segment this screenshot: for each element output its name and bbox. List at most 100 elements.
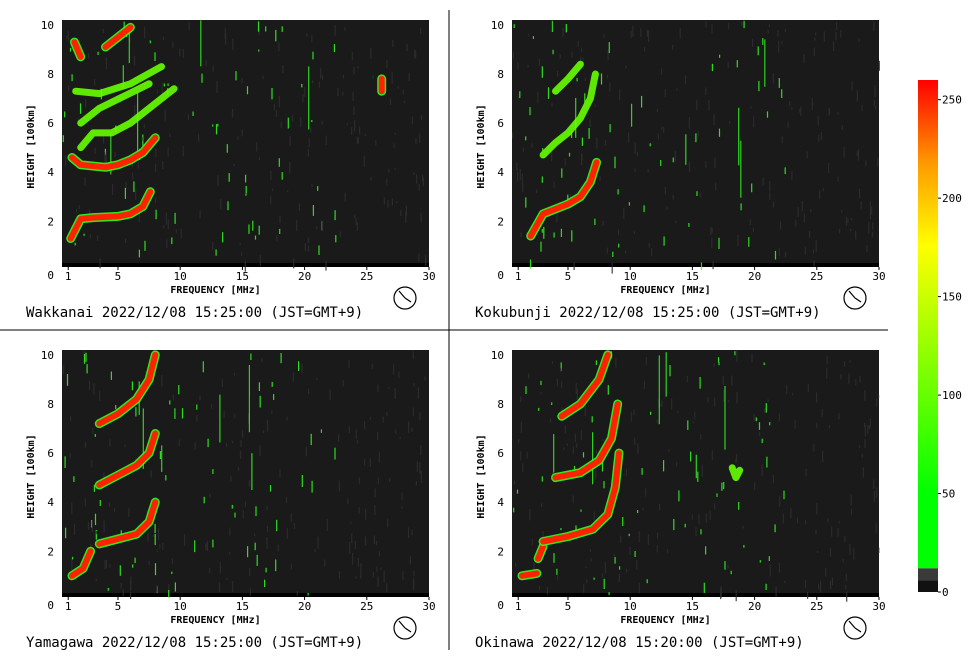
noise-mark <box>663 460 665 472</box>
noise-mark <box>849 229 852 232</box>
noise-mark <box>232 38 234 50</box>
noise-mark <box>148 561 150 566</box>
noise-mark <box>401 506 403 509</box>
noise-mark <box>286 527 288 539</box>
colorbar-green-band <box>918 493 938 569</box>
noise-mark <box>667 549 669 554</box>
noise-mark <box>405 206 407 216</box>
noise-mark <box>262 75 264 79</box>
noise-mark <box>418 253 420 262</box>
noise-mark <box>155 148 157 157</box>
noise-mark <box>643 205 645 213</box>
noise-mark <box>358 507 360 514</box>
x-tick-label: 30 <box>422 600 435 613</box>
noise-mark <box>590 558 592 562</box>
noise-mark <box>419 412 421 421</box>
noise-mark <box>156 90 159 94</box>
noise-mark <box>84 176 86 186</box>
noise-mark <box>816 422 818 429</box>
noise-mark <box>515 562 517 567</box>
noise-mark <box>705 87 707 95</box>
noise-mark <box>598 74 600 80</box>
echo-trace <box>69 548 94 579</box>
x-tick-label: 25 <box>360 270 373 283</box>
noise-mark <box>651 248 653 257</box>
noise-mark <box>376 566 378 572</box>
noise-mark <box>172 42 174 48</box>
noise-mark <box>65 527 67 539</box>
noise-mark <box>604 140 607 146</box>
noise-mark <box>827 518 829 523</box>
noise-mark <box>360 570 362 579</box>
noise-mark <box>159 451 161 459</box>
x-tick-label: 10 <box>624 600 637 613</box>
noise-mark <box>577 40 579 47</box>
noise-mark <box>212 539 214 548</box>
noise-mark <box>308 138 310 148</box>
noise-mark <box>828 107 831 115</box>
noise-mark <box>634 551 636 557</box>
noise-mark <box>351 533 353 544</box>
noise-mark <box>413 578 415 587</box>
noise-mark <box>758 422 761 430</box>
noise-mark <box>273 104 275 111</box>
noise-mark <box>678 490 680 502</box>
noise-mark <box>344 27 346 31</box>
noise-mark <box>811 98 813 110</box>
noise-mark <box>833 41 835 52</box>
noise-mark <box>165 212 167 225</box>
noise-mark <box>212 242 214 251</box>
noise-mark <box>829 580 832 590</box>
noise-mark <box>231 108 234 118</box>
noise-mark <box>550 20 552 32</box>
noise-mark <box>168 584 170 592</box>
noise-mark <box>156 549 158 553</box>
noise-mark <box>751 353 753 363</box>
x-tick-label: 25 <box>810 600 823 613</box>
noise-mark <box>333 44 335 53</box>
noise-mark <box>572 446 574 454</box>
noise-mark <box>856 151 858 156</box>
noise-mark <box>553 232 555 238</box>
noise-mark <box>300 117 302 127</box>
noise-mark <box>789 101 791 106</box>
noise-mark <box>419 462 421 474</box>
y-tick-label: 2 <box>497 545 504 558</box>
noise-mark <box>289 136 291 146</box>
noise-mark <box>700 434 702 440</box>
noise-mark <box>517 62 519 70</box>
noise-mark <box>705 161 707 169</box>
noise-mark <box>212 65 214 72</box>
noise-mark <box>600 73 603 85</box>
noise-mark <box>629 546 631 555</box>
plot-baseline <box>512 263 879 267</box>
noise-mark <box>516 489 519 494</box>
noise-mark <box>228 173 230 182</box>
noise-mark <box>275 110 277 117</box>
noise-mark <box>650 411 652 415</box>
noise-mark <box>357 557 359 567</box>
noise-mark <box>276 235 278 242</box>
noise-mark <box>607 50 609 61</box>
noise-mark <box>353 106 355 116</box>
noise-mark <box>338 434 340 442</box>
noise-mark <box>271 88 273 100</box>
noise-mark <box>73 523 76 536</box>
noise-mark <box>584 406 586 416</box>
noise-mark <box>298 361 300 371</box>
station-caption: Wakkanai 2022/12/08 15:25:00 (JST=GMT+9) <box>26 305 363 321</box>
noise-mark <box>525 386 527 394</box>
noise-mark <box>618 425 620 430</box>
noise-mark <box>855 378 857 386</box>
noise-mark <box>216 81 218 93</box>
y-tick-label: 10 <box>41 19 54 32</box>
noise-mark <box>615 358 617 368</box>
noise-mark <box>878 60 880 71</box>
noise-mark <box>588 128 590 139</box>
noise-mark <box>611 261 613 274</box>
noise-mark <box>786 384 788 395</box>
x-tick-label: 10 <box>624 270 637 283</box>
noise-mark <box>138 211 140 223</box>
noise-mark <box>551 151 553 162</box>
noise-mark <box>128 508 130 517</box>
